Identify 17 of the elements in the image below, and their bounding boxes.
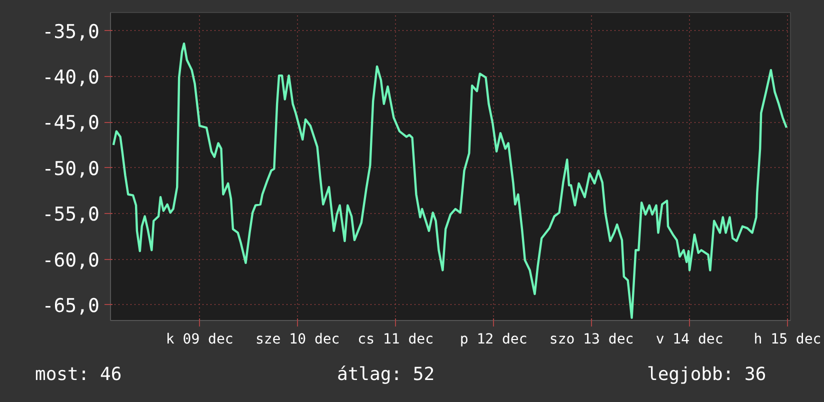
y-tick-label: -55,0: [42, 204, 100, 226]
x-tick-label: szo 13 dec: [549, 332, 634, 348]
x-tick-label: p 12 dec: [460, 332, 528, 348]
text: átlag: 52: [337, 363, 435, 387]
text: most: 46: [35, 363, 122, 387]
x-tick-label: cs 11 dec: [358, 332, 434, 348]
y-tick-label: -60,0: [42, 249, 100, 272]
x-tick-label: h 15 dec: [754, 332, 822, 348]
x-tick-label: k 09 dec: [166, 332, 234, 348]
text: legjobb: 36: [647, 363, 766, 387]
y-tick-label: -50,0: [42, 158, 100, 180]
y-tick-label: -45,0: [42, 112, 100, 134]
y-tick-label: -65,0: [42, 294, 100, 317]
y-tick-label: -40,0: [42, 66, 100, 88]
x-tick-label: sze 10 dec: [255, 332, 340, 348]
y-tick-label: -35,0: [42, 20, 100, 43]
x-tick-label: v 14 dec: [656, 332, 724, 348]
